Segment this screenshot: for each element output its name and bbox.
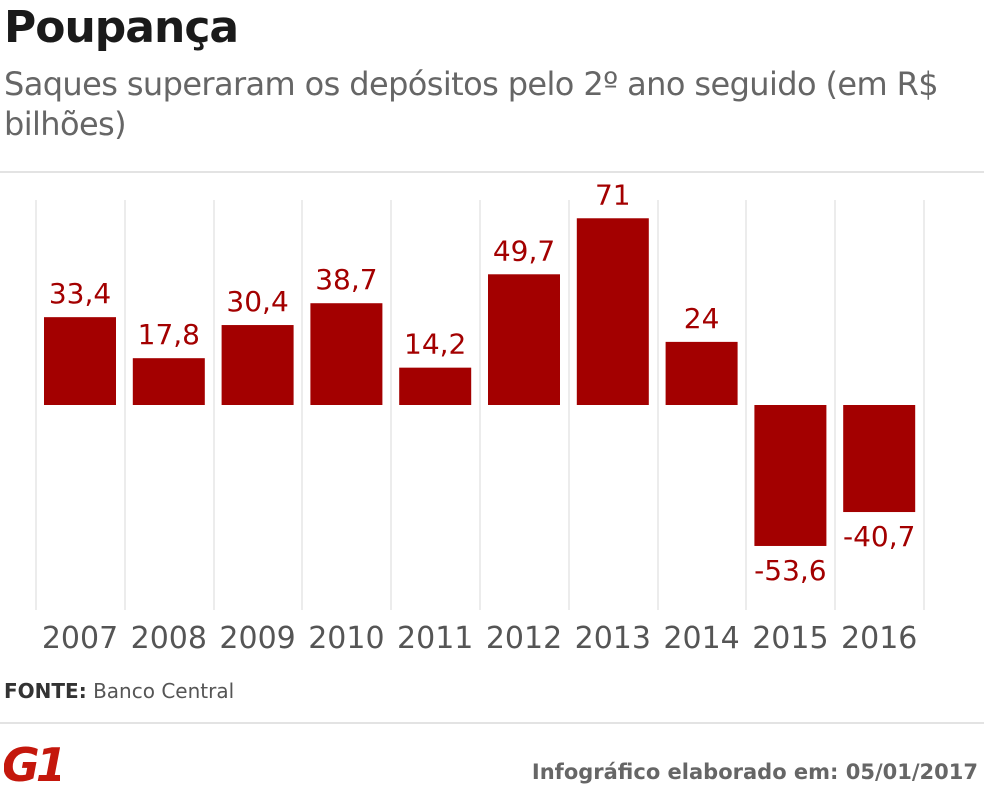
- x-tick-2015: 2015: [752, 621, 828, 656]
- x-tick-2007: 2007: [42, 621, 118, 656]
- bar-chart: 33,4 2007 17,8 2008 30,4 2009 38,7 2010 14,2 2011…: [35, 178, 925, 656]
- x-tick-2011: 2011: [397, 621, 473, 656]
- bar-2012: [488, 274, 560, 405]
- x-tick-2008: 2008: [131, 621, 207, 656]
- x-tick-2012: 2012: [486, 621, 562, 656]
- bar-2009: [221, 325, 294, 405]
- chart-subtitle: Saques superaram os depósitos pelo 2º an…: [4, 65, 939, 143]
- bar-2014: [665, 341, 738, 405]
- x-tick-2010: 2010: [308, 621, 384, 656]
- x-tick-2014: 2014: [663, 621, 739, 656]
- data-label-2014: 24: [684, 302, 720, 335]
- data-label-2016: -40,7: [843, 520, 915, 553]
- data-label-2015: -53,6: [754, 554, 826, 587]
- bar-2010: [310, 303, 383, 405]
- credit-note: Infográfico elaborado em: 05/01/2017: [531, 760, 978, 784]
- data-label-2011: 14,2: [404, 328, 466, 361]
- data-label-2008: 17,8: [138, 318, 200, 351]
- data-label-2012: 49,7: [493, 234, 555, 267]
- source-label: FONTE:: [4, 679, 87, 703]
- g1-logo-text: G1: [4, 739, 60, 785]
- bar-2013: [576, 218, 649, 405]
- g1-logo: G1: [4, 739, 60, 785]
- x-tick-2009: 2009: [219, 621, 295, 656]
- chart-title: Poupança: [4, 2, 239, 53]
- bar-2007: [44, 317, 116, 405]
- source-value: Banco Central: [93, 679, 235, 703]
- data-label-2007: 33,4: [49, 277, 111, 310]
- source-note: FONTE: Banco Central: [4, 679, 234, 703]
- bar-2015: [754, 405, 827, 546]
- data-label-2010: 38,7: [315, 263, 377, 296]
- top-divider: [0, 171, 984, 173]
- data-label-2009: 30,4: [226, 285, 288, 318]
- data-label-2013: 71: [595, 178, 631, 211]
- x-tick-2013: 2013: [575, 621, 651, 656]
- bottom-divider: [0, 722, 984, 724]
- bar-2008: [132, 358, 205, 405]
- bar-2016: [843, 405, 916, 513]
- bar-2011: [399, 367, 472, 405]
- x-tick-2016: 2016: [841, 621, 917, 656]
